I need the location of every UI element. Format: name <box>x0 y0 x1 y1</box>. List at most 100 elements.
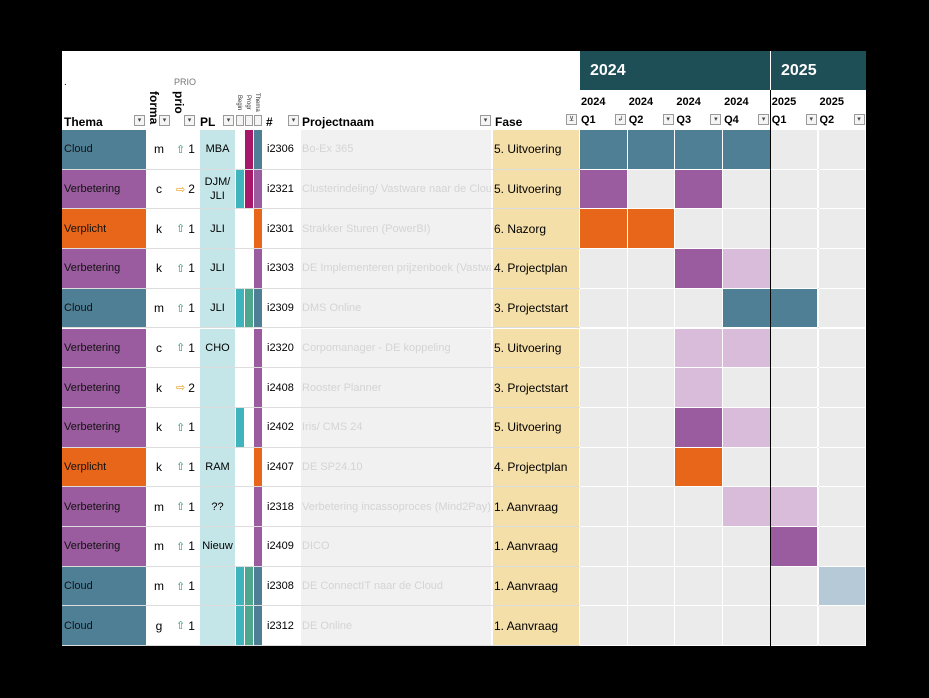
gantt-cell[interactable] <box>627 209 676 250</box>
fase-cell[interactable]: 3. Projectstart <box>493 368 579 407</box>
table-row[interactable] <box>62 130 866 170</box>
gantt-cell[interactable] <box>627 288 676 329</box>
quarter-filter-button[interactable]: ▾ <box>805 114 817 125</box>
thema-cell[interactable]: Verbetering <box>62 328 146 368</box>
filter-progr-button[interactable] <box>245 115 253 126</box>
gantt-cell[interactable] <box>580 566 628 607</box>
table-row[interactable] <box>62 567 866 607</box>
thema-cell[interactable]: Verbetering <box>62 169 146 209</box>
filter-thema-small-button[interactable] <box>254 115 262 126</box>
gantt-cell[interactable] <box>627 407 676 448</box>
thema-cell[interactable]: Cloud <box>62 288 146 328</box>
project-number[interactable]: i2409 <box>267 540 294 553</box>
project-name[interactable]: Iris/ CMS 24 <box>301 407 491 447</box>
fase-cell[interactable]: 3. Projectstart <box>493 288 579 328</box>
thema-cell[interactable]: Verbetering <box>62 249 146 288</box>
gantt-cell[interactable] <box>770 169 819 210</box>
gantt-cell[interactable] <box>580 169 628 210</box>
thema-cell[interactable]: Cloud <box>62 566 146 606</box>
table-row[interactable] <box>62 170 866 210</box>
thema-cell[interactable]: Verplicht <box>62 447 146 487</box>
gantt-cell[interactable] <box>627 487 676 527</box>
gantt-cell[interactable] <box>818 606 866 646</box>
project-name[interactable]: DICO <box>301 527 491 566</box>
project-number[interactable]: i2306 <box>267 143 294 156</box>
pl-cell[interactable]: ?? <box>200 487 235 526</box>
project-number[interactable]: i2408 <box>267 381 294 394</box>
pl-cell[interactable]: JLI <box>200 249 235 288</box>
filter-projectnaam-button[interactable]: ▾ <box>480 115 491 126</box>
gantt-cell[interactable] <box>675 328 724 369</box>
gantt-cell[interactable] <box>723 209 771 250</box>
gantt-cell[interactable] <box>723 328 771 369</box>
gantt-cell[interactable] <box>627 606 676 646</box>
project-name[interactable]: DMS Online <box>301 288 491 328</box>
gantt-cell[interactable] <box>818 169 866 210</box>
table-row[interactable] <box>62 289 866 329</box>
project-name[interactable]: DE SP24.10 <box>301 447 491 487</box>
filter-pl-button[interactable]: ▾ <box>223 115 234 126</box>
fase-cell[interactable]: 6. Nazorg <box>493 209 579 249</box>
forma-cell[interactable]: k <box>156 420 162 435</box>
filter-num-button[interactable]: ▾ <box>288 115 299 126</box>
prio-cell[interactable]: ⇨ 2 <box>172 170 199 209</box>
gantt-cell[interactable] <box>723 487 771 527</box>
forma-cell[interactable]: g <box>155 618 163 633</box>
gantt-cell[interactable] <box>818 249 866 289</box>
project-name[interactable]: Strakker Sturen (PowerBI) <box>301 209 491 249</box>
gantt-cell[interactable] <box>818 209 866 250</box>
quarter-filter-button[interactable]: ↲ <box>615 114 626 125</box>
gantt-cell[interactable] <box>770 407 819 448</box>
pl-cell[interactable]: JLI <box>200 288 235 328</box>
table-row[interactable] <box>62 209 866 250</box>
gantt-cell[interactable] <box>818 368 866 408</box>
gantt-cell[interactable] <box>723 288 771 329</box>
filter-prio-button[interactable]: ▾ <box>184 115 195 126</box>
quarter-filter-button[interactable]: ▾ <box>853 114 865 125</box>
project-name[interactable]: Bo-Ex 365 <box>301 130 491 169</box>
gantt-cell[interactable] <box>818 328 866 369</box>
gantt-cell[interactable] <box>627 169 676 210</box>
project-name[interactable]: Rooster Planner <box>301 368 491 407</box>
gantt-cell[interactable] <box>580 407 628 448</box>
thema-cell[interactable]: Cloud <box>62 130 146 169</box>
forma-cell[interactable]: k <box>156 221 162 236</box>
project-name[interactable]: DE Online <box>301 606 491 646</box>
gantt-cell[interactable] <box>627 130 676 170</box>
fase-cell[interactable]: 1. Aanvraag <box>493 527 579 566</box>
fase-cell[interactable]: 5. Uitvoering <box>493 169 579 209</box>
gantt-cell[interactable] <box>770 447 819 488</box>
project-number[interactable]: i2312 <box>267 619 294 632</box>
thema-cell[interactable]: Verbetering <box>62 368 146 407</box>
thema-cell[interactable]: Cloud <box>62 606 146 646</box>
project-number[interactable]: i2308 <box>267 580 294 593</box>
gantt-cell[interactable] <box>675 527 724 567</box>
table-row[interactable] <box>62 606 866 646</box>
gantt-cell[interactable] <box>818 288 866 329</box>
gantt-cell[interactable] <box>770 130 819 170</box>
pl-cell[interactable] <box>200 606 235 646</box>
pl-cell[interactable] <box>200 368 235 407</box>
gantt-cell[interactable] <box>627 249 676 289</box>
forma-cell[interactable]: k <box>156 380 162 395</box>
gantt-cell[interactable] <box>580 249 628 289</box>
gantt-cell[interactable] <box>723 368 771 408</box>
gantt-cell[interactable] <box>675 130 724 170</box>
prio-cell[interactable]: ⇧ 1 <box>172 567 199 606</box>
thema-cell[interactable]: Verbetering <box>62 407 146 447</box>
gantt-cell[interactable] <box>818 487 866 527</box>
prio-cell[interactable]: ⇧ 1 <box>172 606 199 645</box>
gantt-cell[interactable] <box>770 368 819 408</box>
fase-cell[interactable]: 1. Aanvraag <box>493 487 579 526</box>
gantt-cell[interactable] <box>723 130 771 170</box>
fase-cell[interactable]: 5. Uitvoering <box>493 130 579 169</box>
forma-cell[interactable]: m <box>154 142 164 157</box>
pl-cell[interactable]: RAM <box>200 447 235 487</box>
gantt-cell[interactable] <box>723 566 771 607</box>
project-name[interactable]: DE Implementeren prijzenboek (Vastware) <box>301 249 491 288</box>
thema-cell[interactable]: Verbetering <box>62 487 146 526</box>
quarter-filter-button[interactable]: ▾ <box>710 114 722 125</box>
gantt-cell[interactable] <box>770 606 819 646</box>
gantt-cell[interactable] <box>818 447 866 488</box>
gantt-cell[interactable] <box>770 487 819 527</box>
